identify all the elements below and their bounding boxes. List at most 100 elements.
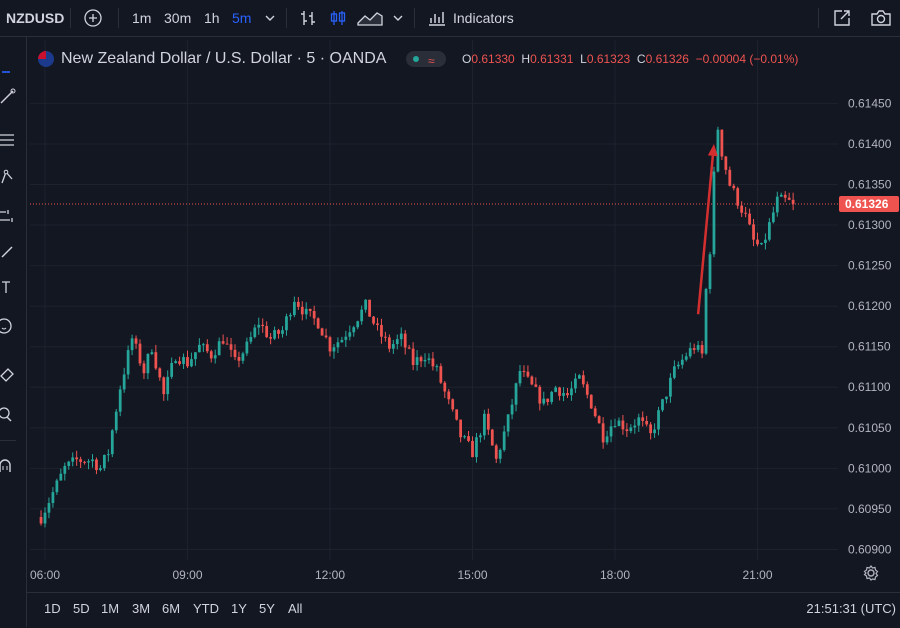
candle-body [423,359,427,362]
price-tick-label: 0.60900 [848,542,892,556]
market-status-badge[interactable]: ≈ [406,51,446,68]
candle-body [581,375,585,385]
candle-body [577,375,581,379]
bar-style-icon[interactable] [299,9,317,27]
candle-body [150,352,154,354]
projection-icon[interactable] [0,208,16,224]
candle-body [364,299,368,310]
ruler-icon[interactable] [0,367,16,383]
fullscreen-icon[interactable] [833,9,851,27]
candle-body [554,387,558,392]
candle-body [704,289,708,354]
time-axis[interactable]: 06:00 09:00 12:00 15:00 18:00 21:00 [30,568,773,582]
candle-body [83,461,86,463]
interval-1h[interactable]: 1h [204,10,220,26]
candle-body [724,156,728,170]
candle-body [419,357,423,362]
time-tick-label: 18:00 [600,568,630,582]
candle-body [269,337,273,339]
add-symbol-icon[interactable] [84,9,102,27]
candle-body [427,358,431,360]
candle-body [771,212,775,223]
price-tick-label: 0.61100 [848,380,891,394]
candle-body [506,414,510,432]
cursor-icon[interactable] [0,60,16,76]
range-all[interactable]: All [288,601,303,616]
range-6m[interactable]: 6M [162,601,181,616]
candle-body [740,205,744,213]
price-axis[interactable]: 0.61450 0.61400 0.61350 0.61300 0.61250 0.612… [848,96,892,556]
candle-body [51,492,55,504]
candle-body [661,399,664,411]
candle-body [700,345,704,354]
candle-body [558,387,561,396]
candle-body [688,348,692,357]
candle-body [566,393,569,396]
candle-body [621,420,625,430]
zoom-icon[interactable] [0,407,16,423]
candle-body [277,330,280,334]
candle-body [289,314,292,317]
interval-1m[interactable]: 1m [132,10,152,26]
candle-body [562,393,565,396]
candle-body [502,431,506,450]
candle-body [637,417,641,426]
area-style-icon[interactable] [357,9,383,27]
ohlc-values: O0.61330 H0.61331 L0.61323 C0.61326 −0.0… [462,48,798,70]
range-3m[interactable]: 3M [132,601,151,616]
low-key: L [580,52,587,66]
symbol-search[interactable]: NZDUSD [6,10,65,26]
candle-body [395,339,399,345]
toolbar-divider [286,8,287,28]
time-tick-label: 12:00 [315,568,345,582]
candle-body [138,343,142,364]
trend-line-icon[interactable] [0,88,16,104]
candle-body [498,449,502,459]
camera-icon[interactable] [870,9,892,27]
range-5y[interactable]: 5Y [259,601,275,616]
interval-30m[interactable]: 30m [164,10,192,26]
candle-body [324,335,328,338]
chevron-down-icon[interactable] [261,9,279,27]
candle-style-icon[interactable] [329,9,347,27]
magnet-icon[interactable] [0,458,16,474]
candle-body [645,420,649,425]
fib-icon[interactable] [0,132,16,148]
indicators-button[interactable]: Indicators [453,10,514,26]
candle-body [134,338,138,344]
toolbar-divider [414,8,415,28]
candle-body [720,129,724,157]
candle-body [696,345,700,350]
candle-body [593,408,597,417]
candle-body [669,377,672,397]
range-5d[interactable]: 5D [73,601,90,616]
pattern-icon[interactable] [0,169,16,185]
candle-body [55,480,59,493]
emoji-icon[interactable] [0,318,16,334]
candle-body [126,350,130,375]
interval-5m[interactable]: 5m [232,10,252,26]
close-key: C [636,52,646,66]
utc-clock[interactable]: 21:51:31 (UTC) [806,601,896,616]
settings-gear-icon[interactable] [863,565,879,581]
range-ytd[interactable]: YTD [193,601,219,616]
chevron-down-icon[interactable] [389,9,407,27]
candle-body [447,391,451,400]
brush-icon[interactable] [0,243,16,259]
symbol-title[interactable]: New Zealand Dollar / U.S. Dollar · 5 · O… [61,50,387,67]
candle-body [99,468,102,471]
candle-body [550,391,554,402]
candle-body [320,328,324,336]
candle-body [756,239,759,245]
range-1y[interactable]: 1Y [231,601,247,616]
candle-body [368,299,371,317]
text-icon[interactable] [0,279,16,295]
drawing-toolbar [0,37,27,627]
range-1m[interactable]: 1M [101,601,120,616]
candle-body [736,188,740,206]
indicators-icon[interactable] [428,9,446,27]
annotation-arrow [696,143,718,315]
nzd-flag-icon [38,51,54,67]
range-1d[interactable]: 1D [44,601,61,616]
